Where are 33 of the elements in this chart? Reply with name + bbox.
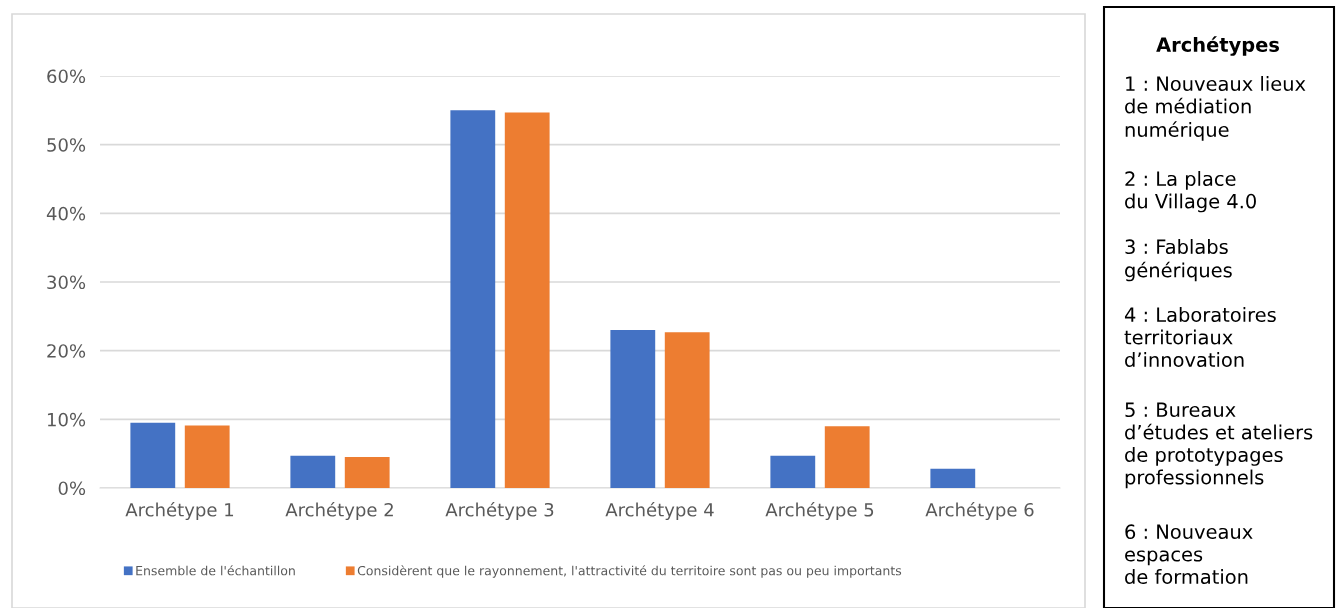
bar bbox=[130, 422, 176, 488]
bar bbox=[450, 110, 496, 488]
y-tick-label: 30% bbox=[47, 275, 86, 290]
legend-label: Ensemble de l'échantillon bbox=[136, 565, 295, 576]
x-tick-label: Archétype 6 bbox=[925, 501, 1034, 521]
y-tick-label: 20% bbox=[47, 344, 86, 358]
bar bbox=[824, 426, 870, 488]
x-tick-label: Archétype 4 bbox=[605, 501, 714, 521]
text: 5 : Bureaux d’études et ateliers de prototypages professionnels bbox=[1125, 402, 1313, 489]
y-tick-label: 0% bbox=[58, 481, 86, 496]
text: Archétypes bbox=[1156, 36, 1279, 56]
y-tick-label: 60% bbox=[47, 69, 86, 84]
bar bbox=[610, 330, 656, 488]
y-tick-label: 50% bbox=[47, 138, 86, 152]
text: 3 : Fablabs génériques bbox=[1125, 239, 1232, 282]
bar bbox=[344, 457, 390, 488]
x-tick-label: Archétype 3 bbox=[445, 501, 554, 521]
y-tick-label: 10% bbox=[47, 412, 86, 427]
bar bbox=[504, 112, 550, 488]
x-tick-label: Archétype 2 bbox=[285, 501, 393, 521]
x-tick-label: Archétype 5 bbox=[765, 501, 874, 521]
bar bbox=[930, 468, 976, 488]
bar bbox=[184, 425, 230, 488]
bar bbox=[770, 455, 816, 488]
text: 4 : Laboratoires territoriaux d’innovation bbox=[1124, 307, 1276, 368]
text: 6 : Nouveaux espaces de formation bbox=[1125, 524, 1253, 585]
legend-label: Considèrent que le rayonnement, l'attractivité du territoire sont pas ou peu importants bbox=[357, 565, 902, 578]
y-tick-label: 40% bbox=[46, 206, 86, 221]
bar bbox=[290, 455, 336, 488]
bar bbox=[664, 332, 710, 488]
x-tick-label: Archétype 1 bbox=[125, 501, 234, 521]
text: 2 : La place du Village 4.0 bbox=[1125, 171, 1256, 213]
text: 1 : Nouveaux lieux de médiation numérique bbox=[1125, 76, 1306, 141]
